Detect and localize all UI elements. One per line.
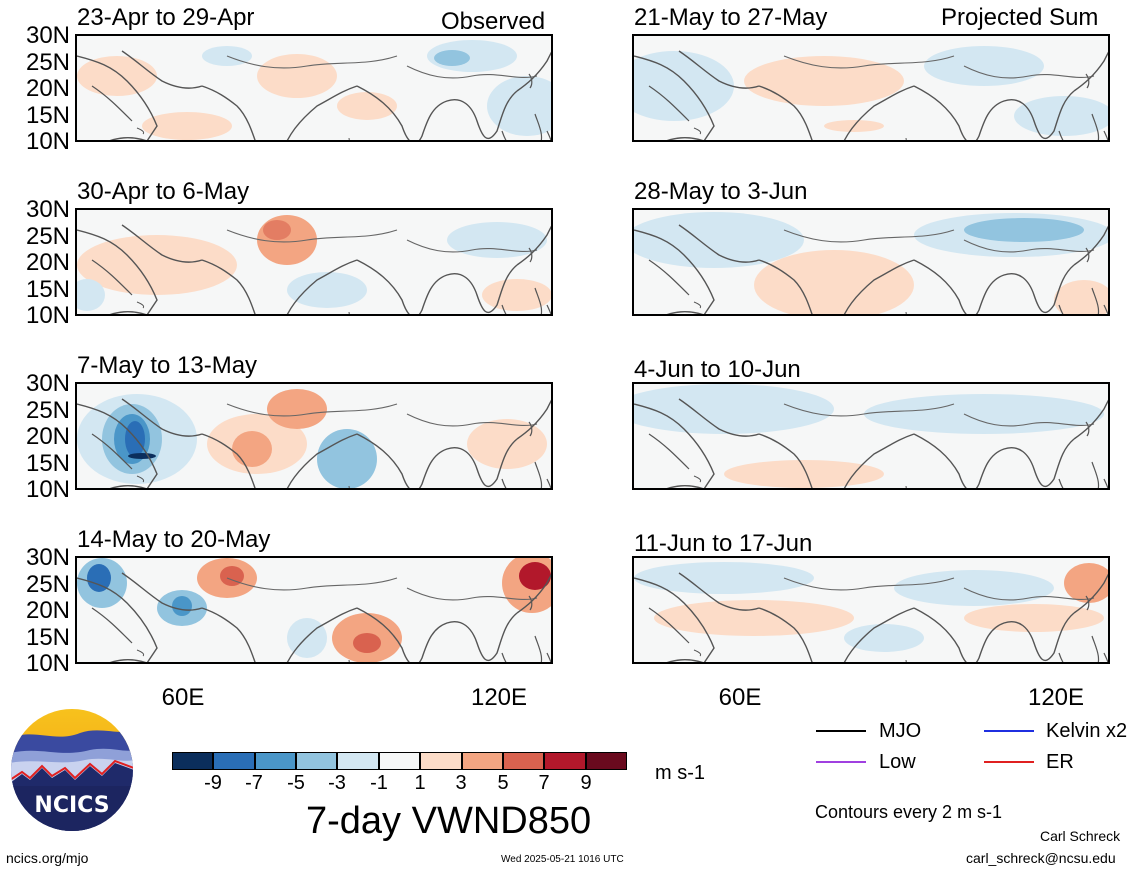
ncics-logo-graphic: NCICS xyxy=(11,709,133,831)
colorbar-units: m s-1 xyxy=(655,762,705,784)
map-plot xyxy=(634,384,1108,488)
footer-url: ncics.org/mjo xyxy=(6,850,89,866)
colorbar-label: 1 xyxy=(414,772,426,794)
lat-label: 10N xyxy=(25,302,70,329)
map-plot xyxy=(634,558,1108,662)
map-plot xyxy=(634,36,1108,140)
map-panel-projected-1 xyxy=(632,34,1110,142)
ncics-logo: NCICS xyxy=(10,708,134,832)
map-plot xyxy=(77,210,551,314)
lon-label: 120E xyxy=(1027,684,1085,711)
colorbar-swatch xyxy=(254,752,297,770)
footer-author: Carl Schreck xyxy=(1040,828,1121,844)
colorbar-label: -5 xyxy=(287,772,305,794)
lat-label: 15N xyxy=(25,102,70,129)
lat-label: 30N xyxy=(25,544,70,571)
lat-label: 10N xyxy=(25,128,70,155)
map-panel-observed-2 xyxy=(75,208,553,316)
panel-title: 23-Apr to 29-Apr xyxy=(77,4,255,31)
lat-label: 20N xyxy=(25,249,70,276)
lon-label: 60E xyxy=(161,684,205,711)
legend-line-kelvin xyxy=(984,730,1034,732)
lat-label: 30N xyxy=(25,370,70,397)
colorbar-swatch xyxy=(296,752,338,770)
observed-label: Observed xyxy=(441,8,546,35)
map-panel-observed-4 xyxy=(75,556,553,664)
colorbar-swatch xyxy=(172,752,214,770)
legend-line-low xyxy=(816,761,866,763)
colorbar-label: -1 xyxy=(370,772,388,794)
map-plot xyxy=(77,558,551,662)
lat-label: 25N xyxy=(25,223,70,250)
colorbar-swatch xyxy=(420,752,462,770)
colorbar-swatch xyxy=(544,752,586,770)
lat-label: 20N xyxy=(25,75,70,102)
panel-title: 14-May to 20-May xyxy=(77,526,271,553)
colorbar-label: 9 xyxy=(580,772,592,794)
colorbar-swatch xyxy=(461,752,503,770)
map-panel-observed-1 xyxy=(75,34,553,142)
footer-email: carl_schreck@ncsu.edu xyxy=(966,850,1116,866)
panel-title: 28-May to 3-Jun xyxy=(634,178,808,205)
colorbar xyxy=(172,752,627,772)
lat-label: 25N xyxy=(25,49,70,76)
legend-label-er: ER xyxy=(1046,751,1074,773)
panel-title: 7-May to 13-May xyxy=(77,352,258,379)
map-panel-projected-4 xyxy=(632,556,1110,664)
colorbar-label: 5 xyxy=(497,772,509,794)
colorbar-swatch xyxy=(213,752,255,770)
colorbar-label: -7 xyxy=(245,772,263,794)
colorbar-swatch xyxy=(585,752,627,770)
lat-label: 15N xyxy=(25,624,70,651)
map-panel-projected-3 xyxy=(632,382,1110,490)
lat-label: 25N xyxy=(25,397,70,424)
colorbar-label: 7 xyxy=(538,772,550,794)
panel-title: 4-Jun to 10-Jun xyxy=(634,356,801,383)
legend-line-er xyxy=(984,761,1034,763)
lat-label: 10N xyxy=(25,476,70,503)
lat-label: 10N xyxy=(25,650,70,677)
legend-line-mjo xyxy=(816,730,866,732)
lat-label: 30N xyxy=(25,196,70,223)
lat-label: 20N xyxy=(25,597,70,624)
footer-timestamp: Wed 2025-05-21 1016 UTC xyxy=(501,854,624,865)
lat-label: 15N xyxy=(25,450,70,477)
main-title: 7-day VWND850 xyxy=(306,800,592,842)
lat-label: 15N xyxy=(25,276,70,303)
colorbar-swatch xyxy=(502,752,545,770)
lon-label: 60E xyxy=(718,684,762,711)
contour-note: Contours every 2 m s-1 xyxy=(815,802,1003,822)
legend-label-low: Low xyxy=(879,751,916,773)
map-panel-observed-3 xyxy=(75,382,553,490)
panel-title: 11-Jun to 17-Jun xyxy=(634,530,813,557)
colorbar-swatch xyxy=(337,752,379,770)
legend-label-mjo: MJO xyxy=(879,720,922,742)
colorbar-label: -3 xyxy=(328,772,346,794)
lon-label: 120E xyxy=(470,684,528,711)
colorbar-swatch xyxy=(378,752,421,770)
map-panel-projected-2 xyxy=(632,208,1110,316)
logo-text: NCICS xyxy=(34,793,109,818)
map-plot xyxy=(634,210,1108,314)
panel-title: 21-May to 27-May xyxy=(634,4,828,31)
panel-title: 30-Apr to 6-May xyxy=(77,178,250,205)
lat-label: 20N xyxy=(25,423,70,450)
map-plot xyxy=(77,36,551,140)
colorbar-label: -9 xyxy=(204,772,222,794)
lat-label: 30N xyxy=(25,22,70,49)
lat-label: 25N xyxy=(25,571,70,598)
projected-sum-label: Projected Sum xyxy=(941,4,1099,31)
map-plot xyxy=(77,384,551,488)
colorbar-label: 3 xyxy=(455,772,467,794)
legend-label-kelvin: Kelvin x2 xyxy=(1046,720,1128,742)
